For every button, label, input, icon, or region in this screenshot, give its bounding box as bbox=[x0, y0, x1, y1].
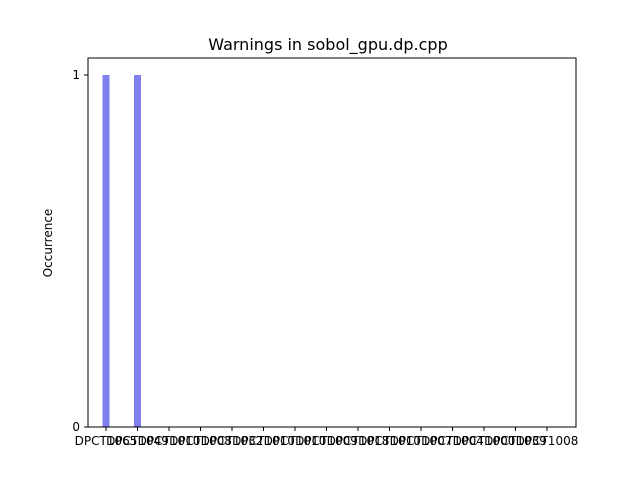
bar-1 bbox=[134, 75, 141, 427]
y-axis-label: Occurrence bbox=[41, 209, 55, 278]
x-tick-label-11: DPCT1004 bbox=[421, 434, 484, 448]
x-tick-label-4: DPCT1032 bbox=[201, 434, 264, 448]
x-tick-label-8: DPCT1018 bbox=[327, 434, 390, 448]
y-tick-label-1: 1 bbox=[72, 68, 80, 82]
x-tick-label-0: DPCT1065 bbox=[75, 434, 138, 448]
chart-title: Warnings in sobol_gpu.dp.cpp bbox=[208, 35, 447, 55]
y-tick-label-0: 0 bbox=[72, 420, 80, 434]
bar-0 bbox=[102, 75, 110, 427]
x-tick-label-3: DPCT1008 bbox=[169, 434, 232, 448]
x-tick-label-10: DPCT1007 bbox=[390, 434, 453, 448]
x-tick-label-12: DPCT1000 bbox=[453, 434, 516, 448]
x-tick-label-6: DPCT1010 bbox=[264, 434, 327, 448]
x-tick-label-14: DPCT1008 bbox=[516, 434, 579, 448]
x-tick-label-2: DPCT1010 bbox=[138, 434, 201, 448]
plot-area: 01DPCT1065DPCT1049DPCT1010DPCT1008DPCT10… bbox=[72, 57, 579, 448]
plot-frame bbox=[87, 57, 577, 428]
x-tick-label-5: DPCT1010 bbox=[232, 434, 295, 448]
x-tick-label-13: DPCT1039 bbox=[484, 434, 547, 448]
x-tick-label-7: DPCT1009 bbox=[295, 434, 358, 448]
x-tick-label-1: DPCT1049 bbox=[106, 434, 169, 448]
x-tick-label-9: DPCT1010 bbox=[358, 434, 421, 448]
